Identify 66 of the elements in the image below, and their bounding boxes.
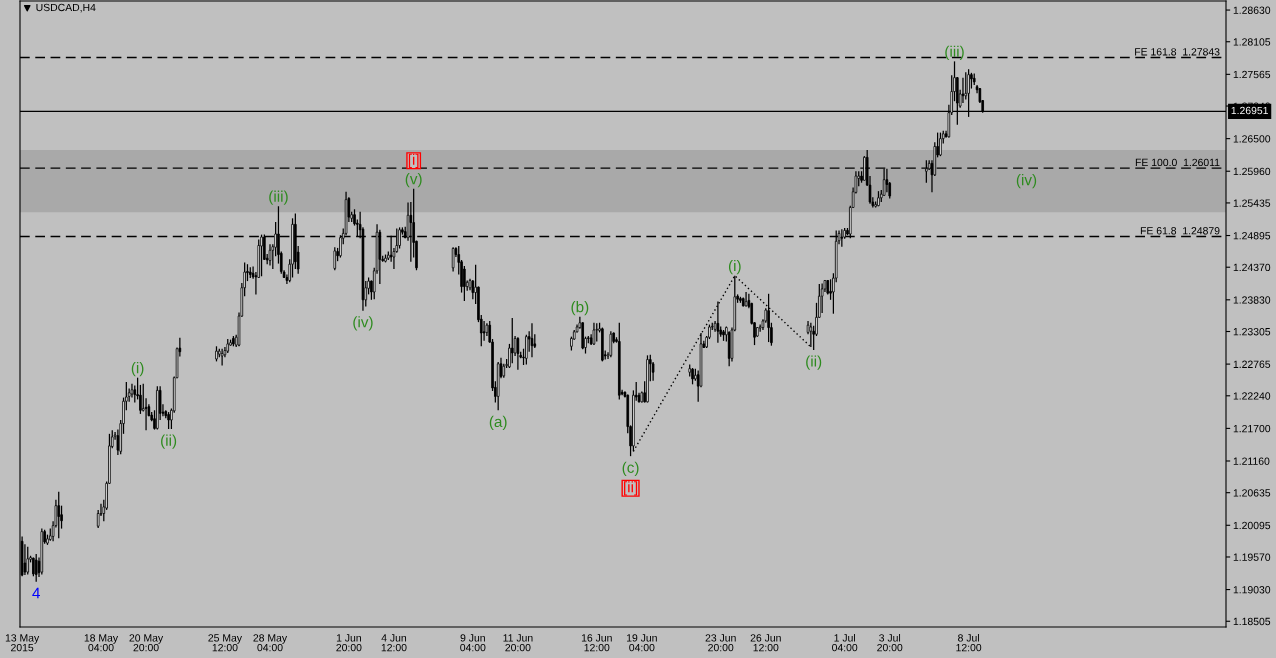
y-tick-label: 1.23305 — [1233, 328, 1271, 336]
y-tick-label: 1.22765 — [1233, 360, 1271, 368]
y-tick-label: 1.20635 — [1233, 489, 1271, 497]
y-tick-label: 1.19570 — [1233, 553, 1271, 561]
annotation: (i) — [728, 260, 741, 275]
y-tick-label: 1.18505 — [1233, 617, 1271, 626]
annotation: [i] — [408, 153, 419, 168]
x-tick-label: 3 Jul 20:00 — [877, 633, 903, 652]
x-tick-label: 8 Jul 12:00 — [956, 633, 982, 652]
annotation: (iii) — [269, 190, 288, 205]
candlestick — [820, 282, 824, 314]
annotation: (a) — [489, 415, 507, 431]
candlestick — [525, 334, 528, 366]
annotation: 4 — [32, 587, 40, 599]
annotation: (v) — [405, 173, 422, 188]
x-tick-label: 23 Jun 20:00 — [705, 634, 736, 652]
x-tick-label: 1 Jul 04:00 — [832, 633, 858, 652]
candlestick — [57, 491, 61, 539]
ref-line-label: FE 100.0 1.26011 — [1135, 158, 1220, 167]
candlestick — [722, 329, 725, 342]
annotation: (iv) — [353, 316, 373, 331]
candlestick — [739, 296, 742, 304]
candlestick — [510, 317, 514, 364]
candlestick — [130, 383, 134, 399]
x-tick-label: 1 Jun 20:00 — [336, 634, 362, 652]
annotation: (b) — [571, 301, 589, 316]
annotation: (ii) — [161, 434, 177, 449]
x-tick-label: 11 Jun 20:00 — [503, 634, 533, 652]
candlestick — [291, 217, 294, 279]
ref-line-label: FE 61.8 1.24879 — [1140, 227, 1220, 235]
x-tick-label: 26 Jun 12:00 — [750, 634, 781, 652]
y-tick-label: 1.27565 — [1233, 70, 1271, 79]
y-tick-label: 1.22240 — [1233, 392, 1271, 400]
y-tick-label: 1.28105 — [1233, 38, 1271, 46]
x-tick-label: 19 Jun 04:00 — [627, 634, 657, 652]
y-tick-label: 1.21700 — [1233, 424, 1271, 433]
x-tick-label: 28 May 04:00 — [253, 634, 288, 652]
x-tick-label: 9 Jun 04:00 — [460, 634, 486, 652]
annotation: (ii) — [806, 355, 822, 370]
band-label: (iv) — [1016, 174, 1037, 189]
x-tick-label: 13 May 2015 — [5, 634, 40, 652]
y-tick-label: 1.24370 — [1233, 263, 1271, 272]
annotation: (i) — [131, 362, 144, 377]
annotation: [ii] — [624, 481, 638, 496]
annotation: (c) — [622, 461, 639, 476]
x-tick-label: 16 Jun 12:00 — [581, 634, 612, 652]
candlestick — [23, 543, 27, 576]
y-tick-label: 1.21160 — [1233, 457, 1270, 465]
y-tick-label: 1.26500 — [1233, 135, 1271, 143]
y-tick-label: 1.25960 — [1233, 167, 1271, 176]
x-tick-label: 18 May 04:00 — [84, 634, 119, 652]
y-tick-label: 1.20095 — [1233, 521, 1271, 530]
candlestick — [26, 546, 30, 576]
annotation: (iii) — [945, 45, 964, 60]
y-tick-label: 1.24895 — [1233, 232, 1271, 240]
x-tick-label: 20 May 20:00 — [129, 634, 164, 652]
x-tick-label: 25 May 12:00 — [208, 634, 242, 652]
y-tick-label: 1.19030 — [1233, 586, 1271, 594]
ref-line-label: 1.26951 — [1231, 106, 1268, 115]
x-tick-label: 4 Jun 12:00 — [381, 634, 407, 652]
candlestick — [595, 322, 599, 343]
y-tick-label: 1.25435 — [1233, 199, 1271, 207]
chart-title: USDCAD,H4 — [36, 3, 96, 13]
y-tick-label: 1.23830 — [1233, 296, 1271, 304]
ref-line-label: FE 161.8 1.27843 — [1135, 48, 1220, 56]
y-tick-label: 1.28630 — [1233, 6, 1271, 14]
